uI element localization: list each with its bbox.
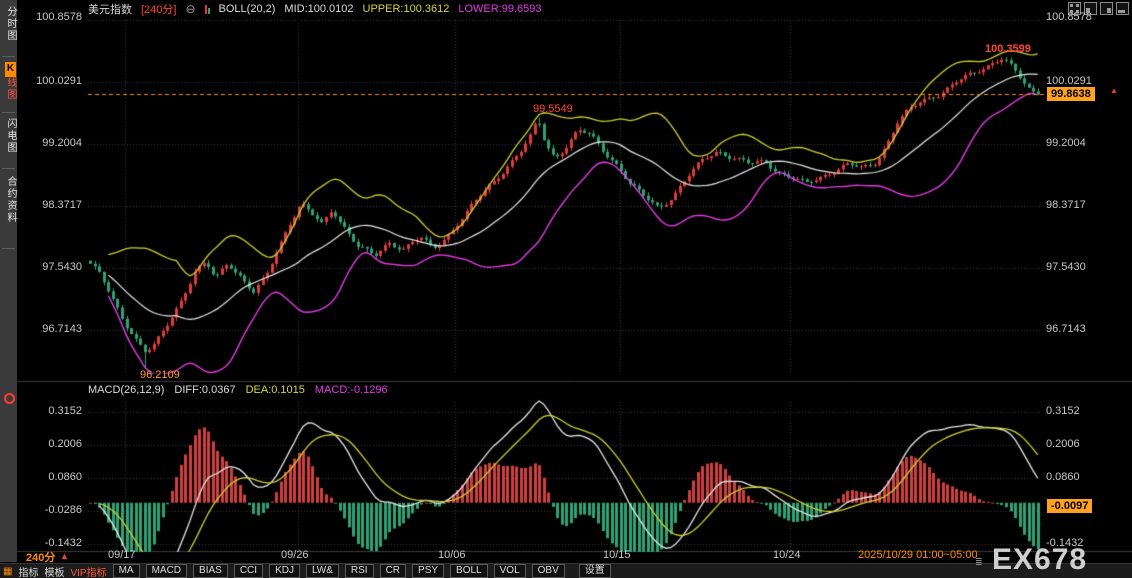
sidebar-item-contract-info[interactable]: 合约资料 bbox=[5, 176, 16, 224]
candle-icon bbox=[204, 4, 210, 14]
toolbar-lw[interactable]: LW& bbox=[305, 564, 339, 578]
layout-left-icon[interactable] bbox=[1084, 2, 1097, 15]
x-axis-date: 10/15 bbox=[603, 549, 631, 561]
x-axis-date: 09/17 bbox=[108, 549, 136, 561]
x-axis-date: 09/26 bbox=[281, 549, 309, 561]
toolbar-settings[interactable]: 设置 bbox=[578, 564, 611, 578]
toolbar-cci[interactable]: CCI bbox=[233, 564, 264, 578]
macd-y-label: -0.1432 bbox=[1046, 537, 1084, 549]
macd-y-label: -0.1432 bbox=[44, 537, 82, 549]
y-axis-label: 99.2004 bbox=[1046, 137, 1086, 149]
macd-y-label: 0.0860 bbox=[1046, 471, 1080, 483]
macd-y-label: -0.0286 bbox=[44, 504, 82, 516]
toolbar-bias[interactable]: BIAS bbox=[193, 564, 228, 578]
y-axis-label: 98.3717 bbox=[42, 199, 82, 211]
layout-bottom-icon[interactable] bbox=[1116, 2, 1129, 15]
toolbar-kdj[interactable]: KDJ bbox=[269, 564, 300, 578]
collapse-icon[interactable]: ⊖ bbox=[185, 2, 196, 16]
timeframe-label: [240分] bbox=[141, 4, 177, 16]
y-axis-label: 100.8578 bbox=[36, 11, 82, 23]
y-axis-label: 96.7143 bbox=[1046, 323, 1086, 335]
y-axis-label: 99.2004 bbox=[42, 137, 82, 149]
indicator-dot-icon[interactable] bbox=[4, 393, 15, 404]
sidebar-divider bbox=[2, 56, 15, 57]
layout-grid-icon[interactable] bbox=[1068, 2, 1081, 15]
indicator-grid-icon: ▦ bbox=[3, 565, 13, 577]
sidebar-item-lightning-chart[interactable]: 闪电图 bbox=[5, 118, 16, 154]
menu-icon: ≣ bbox=[975, 557, 983, 567]
toolbar-ma[interactable]: MA bbox=[112, 564, 140, 578]
macd-diff-value: DIFF:0.0367 bbox=[174, 384, 236, 396]
boll-lower-value: LOWER:99.6593 bbox=[458, 3, 542, 15]
boll-indicator-label: BOLL(20,2) bbox=[218, 3, 276, 15]
macd-value: MACD:-0.1296 bbox=[314, 384, 388, 396]
current-price-tag: 99.8638 bbox=[1047, 87, 1095, 101]
macd-y-label: 0.2006 bbox=[48, 438, 82, 450]
macd-indicator-label: MACD(26,12,9) bbox=[88, 384, 165, 396]
macd-current-value-tag: -0.0097 bbox=[1047, 499, 1093, 513]
macd-y-label: 0.3152 bbox=[1046, 405, 1080, 417]
boll-mid-value: MID:100.0102 bbox=[284, 3, 354, 15]
toolbar-vol[interactable]: VOL bbox=[493, 564, 526, 578]
macd-y-label: 0.3152 bbox=[48, 405, 82, 417]
toolbar-obv[interactable]: OBV bbox=[531, 564, 565, 578]
toolbar-macd[interactable]: MACD bbox=[145, 564, 188, 578]
x-axis-date: 10/24 bbox=[773, 549, 801, 561]
chart-header: 美元指数 [240分] ⊖ BOLL(20,2) MID:100.0102 UP… bbox=[88, 2, 542, 16]
x-axis-date: 10/06 bbox=[438, 549, 466, 561]
y-axis-label: 98.3717 bbox=[1046, 199, 1086, 211]
toolbar-cr[interactable]: CR bbox=[379, 564, 407, 578]
price-up-arrow-icon: ▲ bbox=[1110, 86, 1118, 95]
timeframe-up-arrow-icon: ▲ bbox=[60, 551, 69, 561]
kline-label: 线图 bbox=[5, 77, 16, 101]
y-axis-label: 100.8578 bbox=[1046, 11, 1092, 23]
indicator-toolbar: ▦ 指标 模板 VIP指标 MA MACD BIAS CCI KDJ LW& R… bbox=[0, 563, 1132, 578]
sidebar-divider bbox=[2, 112, 15, 113]
layout-right-icon[interactable] bbox=[1100, 2, 1113, 15]
watermark: EX678 bbox=[992, 543, 1088, 576]
kline-badge: K bbox=[5, 62, 16, 77]
y-axis-label: 100.0291 bbox=[1046, 75, 1092, 87]
macd-dea-value: DEA:0.1015 bbox=[245, 384, 305, 396]
boll-upper-value: UPPER:100.3612 bbox=[362, 3, 450, 15]
toolbar-psy[interactable]: PSY bbox=[412, 564, 445, 578]
low-price-label: 96.2109 bbox=[140, 369, 180, 381]
window-controls bbox=[1068, 2, 1129, 15]
mid-peak-price-label: 99.5549 bbox=[533, 103, 573, 115]
top-peak-price-label: 100.3599 bbox=[985, 43, 1031, 55]
chart-type-sidebar: 分时图 K线图 闪电图 合约资料 bbox=[0, 0, 17, 562]
toolbar-indicators[interactable]: 指标 bbox=[18, 567, 39, 578]
y-axis-label: 97.5430 bbox=[42, 261, 82, 273]
cursor-datetime-label: 2025/10/29 01:00~05:00 bbox=[858, 549, 978, 561]
toolbar-rsi[interactable]: RSI bbox=[344, 564, 374, 578]
sidebar-item-timeline-chart[interactable]: 分时图 bbox=[5, 6, 16, 42]
y-axis-label: 97.5430 bbox=[1046, 261, 1086, 273]
y-axis-label: 96.7143 bbox=[42, 323, 82, 335]
macd-header: MACD(26,12,9) DIFF:0.0367 DEA:0.1015 MAC… bbox=[88, 384, 388, 396]
macd-y-label: 0.2006 bbox=[1046, 438, 1080, 450]
y-axis-label: 100.0291 bbox=[36, 75, 82, 87]
timeframe-selector[interactable]: 240分 bbox=[26, 552, 56, 564]
sidebar-divider bbox=[2, 168, 15, 169]
toolbar-boll[interactable]: BOLL bbox=[450, 564, 488, 578]
sidebar-item-kline-chart[interactable]: K线图 bbox=[3, 62, 18, 101]
toolbar-templates[interactable]: 模板 bbox=[44, 567, 65, 578]
toolbar-vip-indicators[interactable]: VIP指标 bbox=[70, 567, 107, 578]
symbol-name: 美元指数 bbox=[88, 4, 132, 16]
sidebar-divider bbox=[2, 248, 15, 249]
macd-y-label: 0.0860 bbox=[48, 471, 82, 483]
